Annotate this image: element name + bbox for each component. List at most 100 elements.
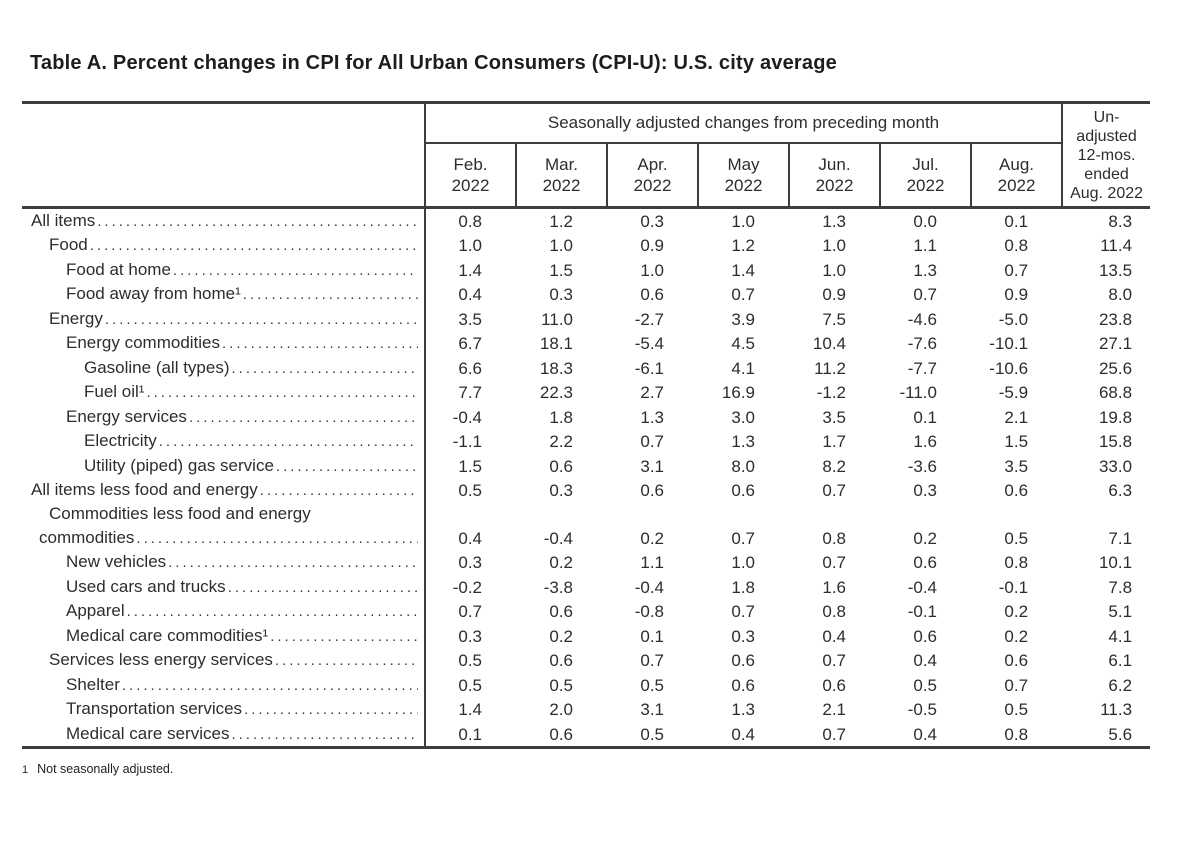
month-column-header: Aug. 2022 [969,143,1063,209]
value-cell: 7.7 [458,383,482,403]
value-cell: 0.3 [913,480,937,500]
value-cell: 8.0 [1108,285,1133,305]
value-cell: 16.9 [721,383,755,403]
value-cell: 11.0 [541,309,573,329]
value-cell: 8.2 [822,456,846,476]
value-cell: 1.3 [731,700,755,720]
table-row: Food 1.0 1.0 0.9 1.2 1.0 1.1 0.8 11.4 [22,233,1150,258]
value-cell: 1.0 [458,236,482,256]
value-cell: 0.6 [1004,651,1029,671]
value-cell: 6.1 [1108,651,1133,671]
value-cell: 1.8 [549,407,573,427]
value-cell: 0.2 [549,553,573,573]
value-cell: 1.1 [913,236,937,256]
value-cell: 0.7 [731,285,755,305]
value-cell: 0.2 [913,528,937,548]
footnote-text: Not seasonally adjusted. [37,761,174,776]
value-cell: 0.1 [458,724,482,744]
value-cell: 1.4 [458,700,482,720]
value-cell: 0.8 [822,528,846,548]
table-row: New vehicles 0.3 0.2 1.1 1.0 0.7 0.6 0.8 10.1 [22,550,1150,575]
dot-leader [127,599,418,623]
value-cell: -0.1 [998,577,1029,597]
month-column-header: Feb. 2022 [425,143,516,209]
value-cell: 0.6 [913,553,937,573]
value-cell: 0.6 [1004,480,1029,500]
value-cell: 1.5 [1004,432,1029,452]
value-cell: 1.4 [731,260,755,280]
value-cell: 2.7 [640,383,664,403]
value-cell: 0.6 [822,675,846,695]
value-cell: 68.8 [1098,383,1133,403]
value-cell: 6.6 [458,358,482,378]
value-cell: -0.2 [452,577,482,597]
row-label: Transportation services [22,697,426,722]
value-cell: 0.7 [1004,675,1029,695]
table-row: Shelter 0.5 0.5 0.5 0.6 0.6 0.5 0.7 6.2 [22,672,1150,698]
dot-leader [244,697,418,721]
value-cell: 0.8 [1004,553,1029,573]
stub-header-cell [22,102,426,209]
value-cell: 0.7 [913,285,937,305]
row-label: Utility (piped) gas service [22,453,426,478]
row-label: Energy [22,306,426,332]
value-cell: -5.4 [634,334,664,354]
value-cell: 3.5 [458,309,482,329]
value-cell: 7.1 [1108,528,1133,548]
value-cell: -7.7 [907,358,937,378]
value-cell: 2.0 [549,700,573,720]
value-cell: -0.4 [907,577,937,597]
row-label: Fuel oil¹ [22,380,426,405]
dot-leader [136,526,418,550]
value-cell: 11.2 [814,358,846,378]
value-cell: 0.8 [1004,236,1029,256]
value-cell: -0.4 [543,528,573,548]
table-row: Used cars and trucks -0.2 -3.8 -0.4 1.8 1.6 -0… [22,574,1150,600]
value-cell: 0.6 [640,480,664,500]
value-cell: 0.1 [913,407,937,427]
cpi-table: Seasonally adjusted changes from precedi… [22,101,1151,749]
dot-leader [222,331,418,355]
value-cell: 0.6 [549,651,573,671]
row-label: Commodities less food and energy commodit… [22,502,426,551]
value-cell: 0.3 [458,553,482,573]
value-cell: 0.7 [822,651,846,671]
value-cell: 1.2 [731,236,755,256]
value-cell: 0.6 [640,285,664,305]
value-cell: 0.5 [640,675,664,695]
value-cell: 0.6 [549,724,573,744]
table-row: Medical care commodities¹ 0.3 0.2 0.1 0.3 0.4… [22,623,1150,649]
table-row: Energy 3.5 11.0 -2.7 3.9 7.5 -4.6 -5.0 23.8 [22,306,1150,332]
value-cell: 0.8 [458,212,482,231]
value-cell: 3.1 [640,700,664,720]
value-cell: 1.3 [640,407,664,427]
value-cell: 0.5 [1004,700,1029,720]
row-label: Shelter [22,672,426,698]
value-cell: 0.3 [731,626,755,646]
value-cell: 0.4 [913,724,937,744]
value-cell: 33.0 [1098,456,1133,476]
value-cell: 1.0 [822,260,846,280]
value-cell: 0.6 [731,480,755,500]
value-cell: 5.1 [1108,602,1133,622]
value-cell: 0.7 [822,724,846,744]
value-cell: 1.3 [731,432,755,452]
dot-leader [189,405,418,429]
dot-leader [275,648,418,672]
value-cell: 13.5 [1098,260,1133,280]
table-row: Commodities less food and energy commodit… [22,502,1150,551]
value-cell: 0.4 [913,651,937,671]
table-row: Apparel 0.7 0.6 -0.8 0.7 0.8 -0.1 0.2 5.1 [22,599,1150,624]
value-cell: 3.9 [731,309,755,329]
value-cell: 0.5 [458,480,482,500]
value-cell: 1.2 [549,212,573,231]
value-cell: 1.1 [640,553,664,573]
value-cell: 0.9 [1004,285,1029,305]
value-cell: -1.1 [452,432,482,452]
value-cell: 0.6 [731,675,755,695]
table-row: Gasoline (all types) 6.6 18.3 -6.1 4.1 11.2 -7… [22,355,1150,381]
value-cell: 0.4 [458,285,482,305]
value-cell: 18.1 [539,334,573,354]
value-cell: -1.2 [816,383,846,403]
value-cell: 6.3 [1108,480,1133,500]
